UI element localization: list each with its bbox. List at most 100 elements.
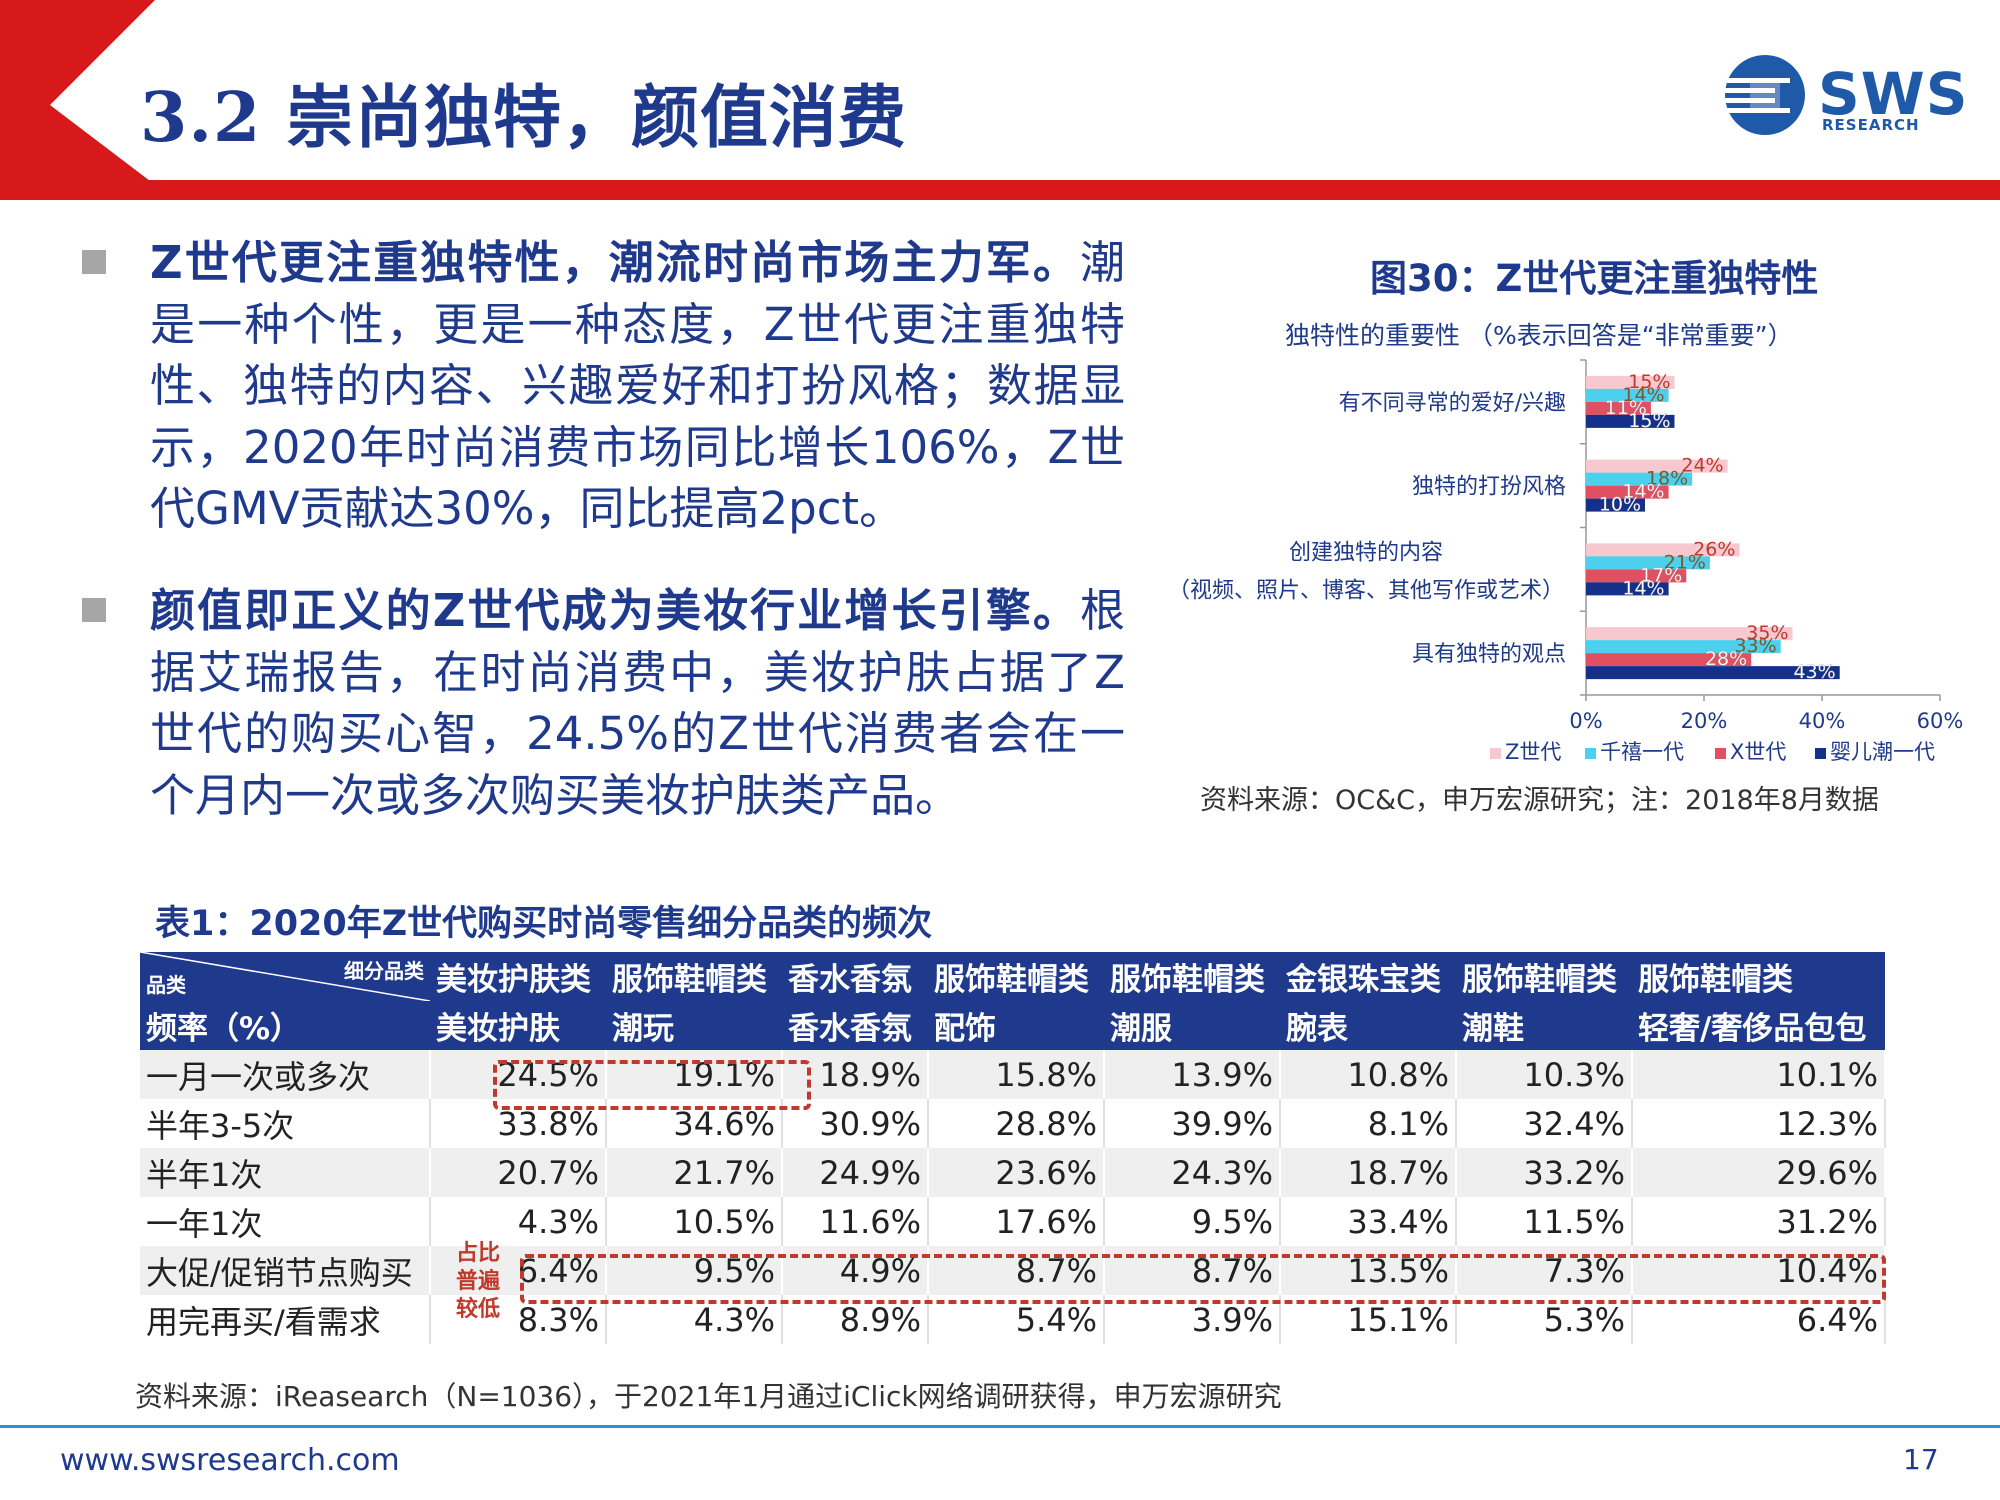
- chart-category-label: 有不同寻常的爱好/兴趣: [1339, 391, 1566, 416]
- bullet-square-icon: [82, 598, 106, 622]
- chart-data-label: 14%: [1622, 384, 1664, 406]
- chart-data-label: 15%: [1628, 371, 1670, 393]
- table-cell: 33.4%: [1280, 1197, 1457, 1246]
- header-red-bar: [30, 180, 2000, 200]
- header-category: 服饰鞋帽类: [1632, 952, 1885, 1001]
- chart-data-label: 14%: [1622, 577, 1664, 599]
- header-banner: [0, 0, 2000, 200]
- row-label: 一年1次: [140, 1197, 431, 1246]
- chart-x-tick-label: 20%: [1681, 709, 1728, 733]
- table-cell: 13.9%: [1104, 1050, 1281, 1099]
- chart-legend-swatch: [1715, 748, 1726, 759]
- chart-bar: [1586, 388, 1669, 402]
- header-subcategory: 潮服: [1104, 1001, 1280, 1050]
- slide-title: 3.2 崇尚独特，颜值消费: [140, 78, 907, 158]
- header-frequency-label: 频率（%）: [140, 1001, 430, 1050]
- chart-subtitle: 独特性的重要性 （%表示回答是“非常重要”）: [1285, 321, 1793, 350]
- table-cell: 33.2%: [1456, 1148, 1633, 1197]
- table-cell: 21.7%: [606, 1148, 783, 1197]
- chart-legend-label: 婴儿潮一代: [1830, 740, 1935, 764]
- table-header-row-1: 细分品类 品类 美妆护肤类 服饰鞋帽类 香水香氛 服饰鞋帽类 服饰鞋帽类 金银珠…: [140, 952, 1885, 1001]
- table-cell: 15.8%: [928, 1050, 1105, 1099]
- table-cell: 9.5%: [1104, 1197, 1281, 1246]
- header-subcategory: 轻奢/奢侈品包包: [1632, 1001, 1885, 1050]
- chart-data-label: 15%: [1628, 410, 1670, 432]
- chart-bar: [1586, 627, 1793, 641]
- chart-data-label: 17%: [1640, 564, 1682, 586]
- table-cell: 10.1%: [1632, 1050, 1886, 1099]
- table-row: 半年3-5次 33.8% 34.6% 30.9% 28.8% 39.9% 8.1% 32.4%…: [140, 1099, 1886, 1148]
- table-cell: 10.8%: [1280, 1050, 1457, 1099]
- header-subcategory: 潮鞋: [1456, 1001, 1632, 1050]
- header-category: 金银珠宝类: [1280, 952, 1456, 1001]
- chart-bar: [1586, 459, 1728, 473]
- table-cell: 4.3%: [430, 1197, 607, 1246]
- header-subcategory: 美妆护肤: [430, 1001, 606, 1050]
- table-cell: 28.8%: [928, 1099, 1105, 1148]
- uniqueness-bar-chart: 独特性的重要性 （%表示回答是“非常重要”）有不同寻常的爱好/兴趣15%14%1…: [1168, 321, 1964, 764]
- frequency-table: 细分品类 品类 美妆护肤类 服饰鞋帽类 香水香氛 服饰鞋帽类 服饰鞋帽类 金银珠…: [140, 952, 1886, 1344]
- row-label: 用完再买/看需求: [140, 1295, 431, 1344]
- table-cell: 24.3%: [1104, 1148, 1281, 1197]
- table-cell: 30.9%: [782, 1099, 929, 1148]
- sws-logo-icon: [1715, 55, 1805, 135]
- table-cell: 20.7%: [430, 1148, 607, 1197]
- table-cell: 23.6%: [928, 1148, 1105, 1197]
- bullet-2-lead: 颜值即正义的Z世代成为美妆行业增长引擎。: [150, 584, 1080, 637]
- bullet-2-text: 根据艾瑞报告，在时尚消费中，美妆护肤占据了Z世代的购买心智，24.5%的Z世代消…: [150, 584, 1125, 822]
- logo-text: SWS: [1818, 60, 1969, 128]
- header-category: 美妆护肤类: [430, 952, 606, 1001]
- chart-bar: [1586, 401, 1651, 415]
- chart-bar: [1586, 666, 1840, 680]
- chart-x-tick-label: 0%: [1569, 709, 1602, 733]
- header-subcategory: 腕表: [1280, 1001, 1456, 1050]
- table-cell: 18.7%: [1280, 1148, 1457, 1197]
- chart-bar: [1586, 653, 1752, 667]
- chart-data-label: 43%: [1793, 661, 1835, 683]
- figure-title: 图30：Z世代更注重独特性: [1370, 257, 1819, 300]
- chart-data-label: 35%: [1746, 622, 1788, 644]
- table-cell: 32.4%: [1456, 1099, 1633, 1148]
- chart-bar: [1586, 498, 1645, 512]
- row-label: 半年1次: [140, 1148, 431, 1197]
- table-cell: 29.6%: [1632, 1148, 1886, 1197]
- table-source: 资料来源：iReasearch（N=1036），于2021年1月通过iClick…: [135, 1380, 1282, 1413]
- chart-legend-swatch: [1490, 748, 1501, 759]
- chart-bar: [1586, 414, 1675, 428]
- bullet-square-icon: [82, 250, 106, 274]
- corner-bottom-label: 品类: [146, 973, 186, 997]
- table-cell: 24.9%: [782, 1148, 929, 1197]
- chart-data-label: 33%: [1734, 635, 1776, 657]
- table-cell: 18.9%: [782, 1050, 929, 1099]
- chart-legend-swatch: [1815, 748, 1826, 759]
- highlight-box-promo: [520, 1254, 1886, 1304]
- table-row: 一月一次或多次 24.5% 19.1% 18.9% 15.8% 13.9% 10.8% 10.…: [140, 1050, 1886, 1099]
- chart-x-tick-label: 60%: [1917, 709, 1964, 733]
- highlight-box-monthly: [493, 1060, 811, 1110]
- table-cell: 11.5%: [1456, 1197, 1633, 1246]
- table-cell: 31.2%: [1632, 1197, 1886, 1246]
- table-cell: 17.6%: [928, 1197, 1105, 1246]
- table-row: 一年1次 4.3% 10.5% 11.6% 17.6% 9.5% 33.4% 11.5% 31.…: [140, 1197, 1886, 1246]
- header-subcategory: 潮玩: [606, 1001, 782, 1050]
- table-cell: 10.3%: [1456, 1050, 1633, 1099]
- header-category: 香水香氛: [782, 952, 928, 1001]
- bullet-1-lead: Z世代更注重独特性，潮流时尚市场主力军。: [150, 236, 1080, 289]
- chart-bar: [1586, 485, 1669, 499]
- bullet-1-text: 潮是一种个性，更是一种态度，Z世代更注重独特性、独特的内容、兴趣爱好和打扮风格；…: [150, 236, 1125, 535]
- chart-data-label: 24%: [1681, 455, 1723, 477]
- row-label: 大促/促销节点购买: [140, 1246, 431, 1295]
- chart-bar: [1586, 569, 1687, 583]
- table-corner-cell: 细分品类 品类: [140, 952, 430, 1001]
- header-category: 服饰鞋帽类: [928, 952, 1104, 1001]
- chart-bar: [1586, 640, 1781, 654]
- table-title: 表1：2020年Z世代购买时尚零售细分品类的频次: [155, 904, 933, 944]
- chart-bar: [1586, 472, 1693, 486]
- bullet-paragraph-2: 颜值即正义的Z世代成为美妆行业增长引擎。根据艾瑞报告，在时尚消费中，美妆护肤占据…: [150, 580, 1125, 826]
- figure-source: 资料来源：OC&C，申万宏源研究；注：2018年8月数据: [1200, 785, 1879, 816]
- chart-category-label: 具有独特的观点: [1412, 642, 1566, 667]
- chart-category-label: （视频、照片、博客、其他写作或艺术）: [1168, 578, 1564, 603]
- header-subcategory: 配饰: [928, 1001, 1104, 1050]
- chart-legend-label: 千禧一代: [1600, 740, 1684, 764]
- chart-category-label: 独特的打扮风格: [1412, 475, 1566, 500]
